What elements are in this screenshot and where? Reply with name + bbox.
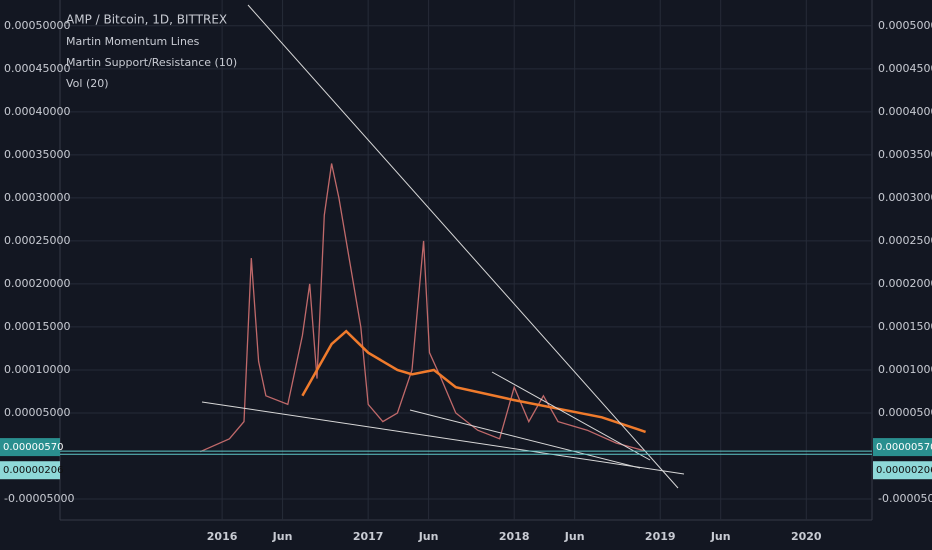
y-tick-label: 0.00030000 bbox=[878, 191, 932, 204]
x-tick-label: Jun bbox=[710, 530, 731, 543]
x-tick-label: Jun bbox=[564, 530, 585, 543]
y-tick-label: 0.00005000 bbox=[878, 406, 932, 419]
x-tick-label: 2017 bbox=[353, 530, 384, 543]
x-tick-label: 2020 bbox=[791, 530, 822, 543]
price-label: 0.00000570 bbox=[876, 442, 932, 453]
y-tick-label: 0.00035000 bbox=[4, 148, 70, 161]
y-tick-label: 0.00030000 bbox=[4, 191, 70, 204]
chart-title: AMP / Bitcoin, 1D, BITTREX bbox=[66, 13, 227, 27]
trend-line bbox=[409, 409, 641, 469]
x-tick-label: 2016 bbox=[207, 530, 238, 543]
y-tick-label: 0.00010000 bbox=[4, 363, 70, 376]
price-label-box bbox=[0, 438, 60, 457]
y-tick-label: 0.00050000 bbox=[878, 19, 932, 32]
y-tick-label: 0.00005000 bbox=[4, 406, 70, 419]
y-tick-label: 0.00045000 bbox=[878, 62, 932, 75]
price-label-box bbox=[873, 438, 932, 457]
y-tick-label: -0.00005000 bbox=[4, 492, 74, 505]
y-tick-label: 0.00035000 bbox=[878, 148, 932, 161]
x-tick-label: 2019 bbox=[645, 530, 676, 543]
y-tick-label: 0.00040000 bbox=[878, 105, 932, 118]
y-tick-label: 0.00050000 bbox=[4, 19, 70, 32]
trend-line bbox=[201, 401, 685, 475]
indicator-label: Martin Momentum Lines bbox=[66, 35, 200, 48]
trend-line bbox=[491, 371, 651, 461]
y-tick-label: 0.00020000 bbox=[878, 277, 932, 290]
indicator-label: Vol (20) bbox=[66, 77, 109, 90]
x-tick-label: Jun bbox=[272, 530, 293, 543]
trend-line bbox=[247, 4, 679, 489]
y-tick-label: -0.00005000 bbox=[878, 492, 932, 505]
y-tick-label: 0.00010000 bbox=[878, 363, 932, 376]
y-tick-label: 0.00045000 bbox=[4, 62, 70, 75]
y-tick-label: 0.00025000 bbox=[4, 234, 70, 247]
y-tick-label: 0.00040000 bbox=[4, 105, 70, 118]
price-line bbox=[301, 329, 646, 434]
price-label-box bbox=[0, 461, 60, 480]
y-tick-label: 0.00015000 bbox=[4, 320, 70, 333]
indicator-label: Martin Support/Resistance (10) bbox=[66, 56, 237, 69]
price-label: 0.00000206 bbox=[3, 465, 63, 476]
price-line bbox=[199, 163, 646, 453]
y-tick-label: 0.00020000 bbox=[4, 277, 70, 290]
price-label: 0.00000570 bbox=[3, 442, 63, 453]
x-tick-label: Jun bbox=[418, 530, 439, 543]
price-label: 0.00000206 bbox=[876, 465, 932, 476]
y-tick-label: 0.00025000 bbox=[878, 234, 932, 247]
y-tick-label: 0.00015000 bbox=[878, 320, 932, 333]
price-label-box bbox=[873, 461, 932, 480]
x-tick-label: 2018 bbox=[499, 530, 530, 543]
